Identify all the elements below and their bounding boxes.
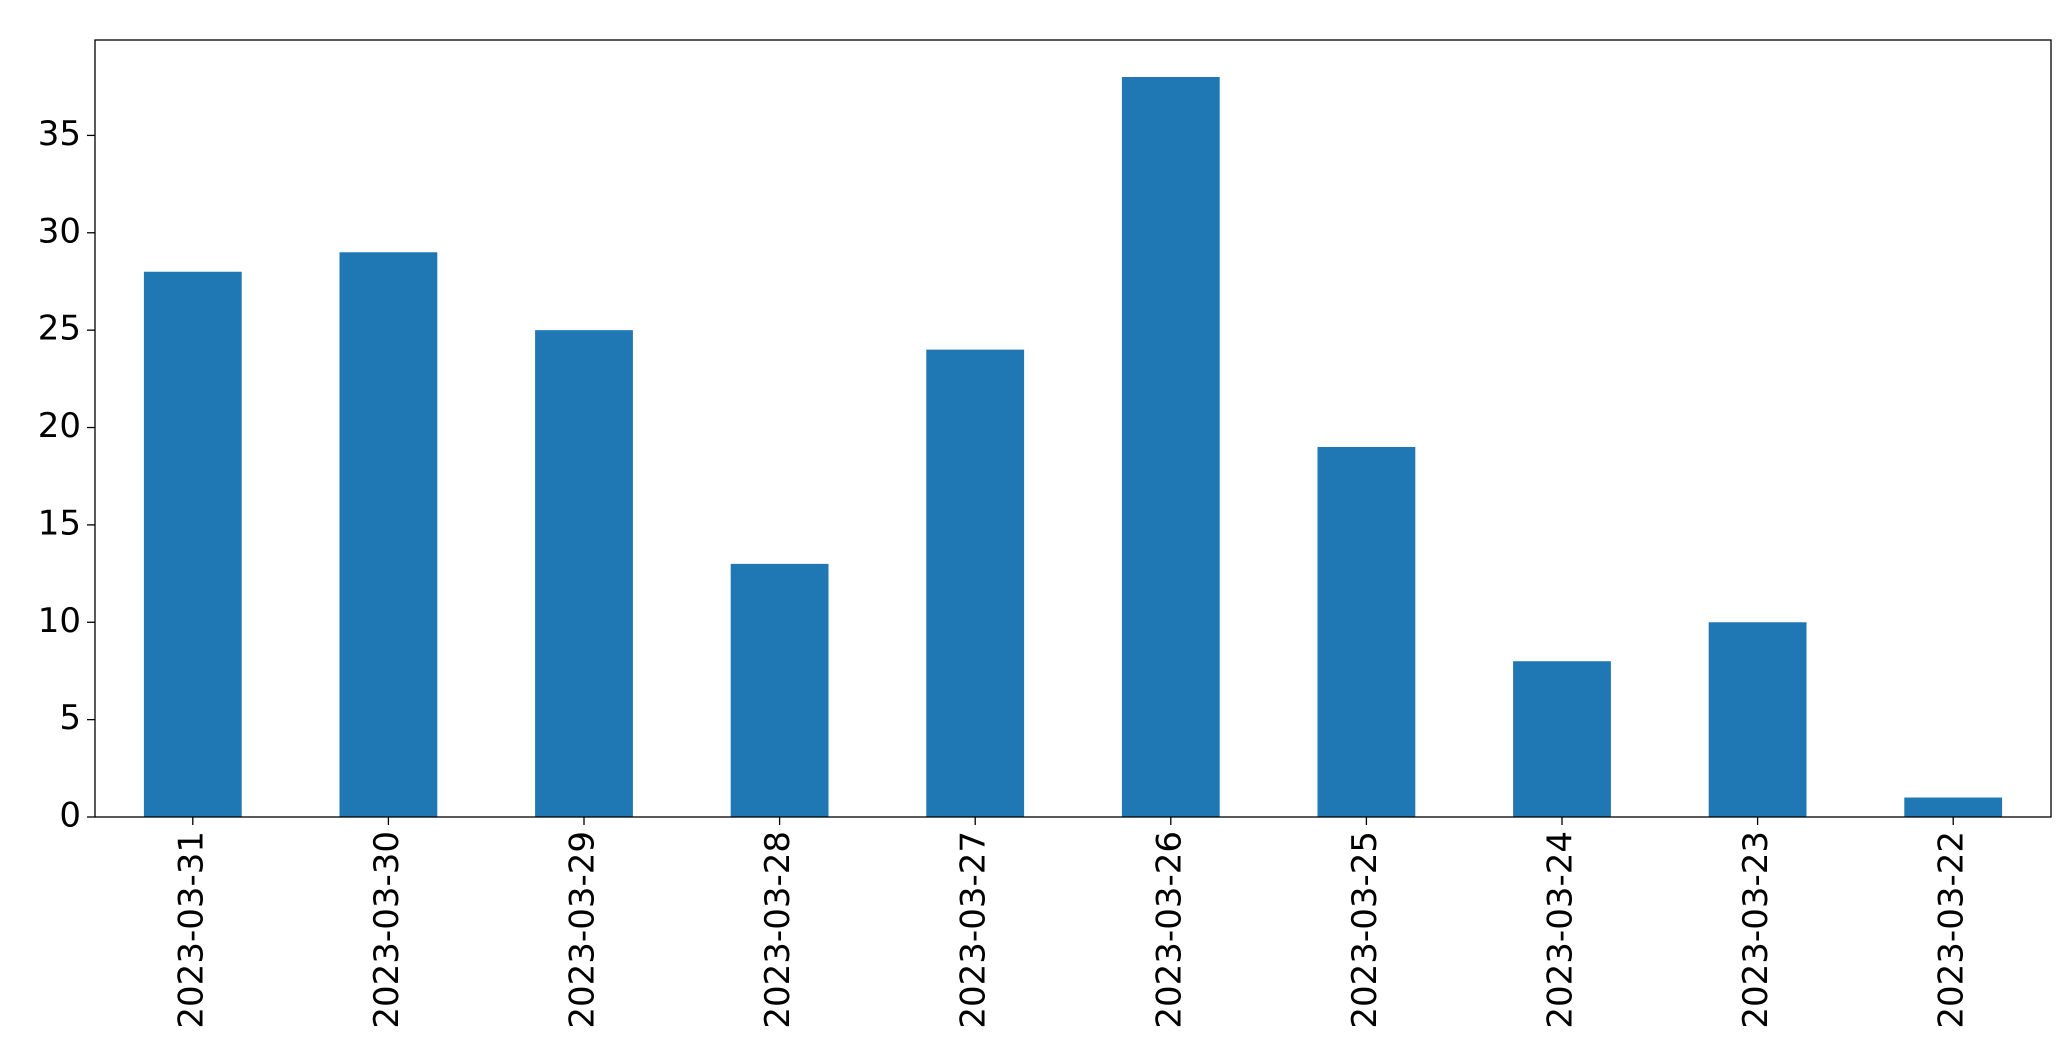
- x-tick-label: 2023-03-27: [954, 831, 994, 1029]
- y-tick-label: 10: [38, 601, 81, 641]
- x-tick-label: 2023-03-25: [1345, 831, 1385, 1029]
- x-tick-label: 2023-03-31: [171, 831, 211, 1029]
- x-tick-label: 2023-03-22: [1932, 831, 1972, 1029]
- bar: [1317, 447, 1416, 817]
- y-tick-label: 25: [38, 309, 81, 349]
- y-tick-label: 5: [59, 698, 81, 738]
- x-tick-label: 2023-03-26: [1149, 831, 1189, 1029]
- y-tick-label: 15: [38, 503, 81, 543]
- bar: [143, 271, 242, 818]
- bar: [535, 330, 633, 817]
- x-tick-label: 2023-03-24: [1541, 831, 1581, 1029]
- plot-frame: [94, 39, 2052, 818]
- x-tick-label: 2023-03-29: [563, 831, 603, 1029]
- y-tick-label: 30: [38, 211, 81, 251]
- x-tick-label: 2023-03-23: [1736, 831, 1776, 1029]
- bar: [1513, 661, 1611, 817]
- x-tick-label: 2023-03-28: [758, 831, 798, 1029]
- bar: [339, 252, 438, 817]
- y-tick-label: 35: [38, 114, 81, 154]
- x-tick-label: 2023-03-30: [367, 831, 407, 1029]
- y-tick-label: 0: [59, 796, 81, 836]
- y-tick-label: 20: [38, 406, 81, 446]
- bar: [1121, 77, 1220, 817]
- bar: [730, 563, 829, 817]
- bar: [926, 349, 1025, 817]
- bar: [1708, 622, 1807, 817]
- bar: [1904, 797, 2003, 817]
